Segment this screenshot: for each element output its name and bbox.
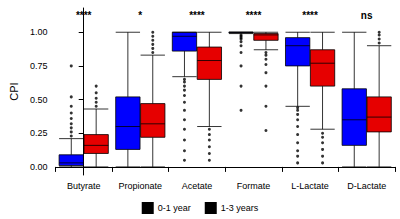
- svg-text:ns: ns: [361, 10, 373, 21]
- svg-text:0.50: 0.50: [30, 95, 48, 105]
- svg-text:****: ****: [189, 10, 205, 21]
- svg-text:L-Lactate: L-Lactate: [291, 181, 329, 191]
- svg-text:Butyrate: Butyrate: [67, 181, 101, 191]
- svg-text:0.25: 0.25: [30, 128, 48, 138]
- svg-text:Acetate: Acetate: [182, 181, 213, 191]
- svg-text:Formate: Formate: [237, 181, 271, 191]
- svg-text:0-1 year: 0-1 year: [158, 203, 191, 213]
- svg-text:****: ****: [302, 10, 318, 21]
- svg-text:CPI: CPI: [8, 82, 20, 100]
- svg-text:*: *: [138, 10, 142, 21]
- svg-text:1.00: 1.00: [30, 27, 48, 37]
- svg-text:1-3 years: 1-3 years: [221, 203, 259, 213]
- svg-text:0.00: 0.00: [30, 162, 48, 172]
- svg-text:0.75: 0.75: [30, 61, 48, 71]
- svg-text:D-Lactate: D-Lactate: [347, 181, 386, 191]
- svg-text:****: ****: [246, 10, 262, 21]
- svg-text:Propionate: Propionate: [119, 181, 163, 191]
